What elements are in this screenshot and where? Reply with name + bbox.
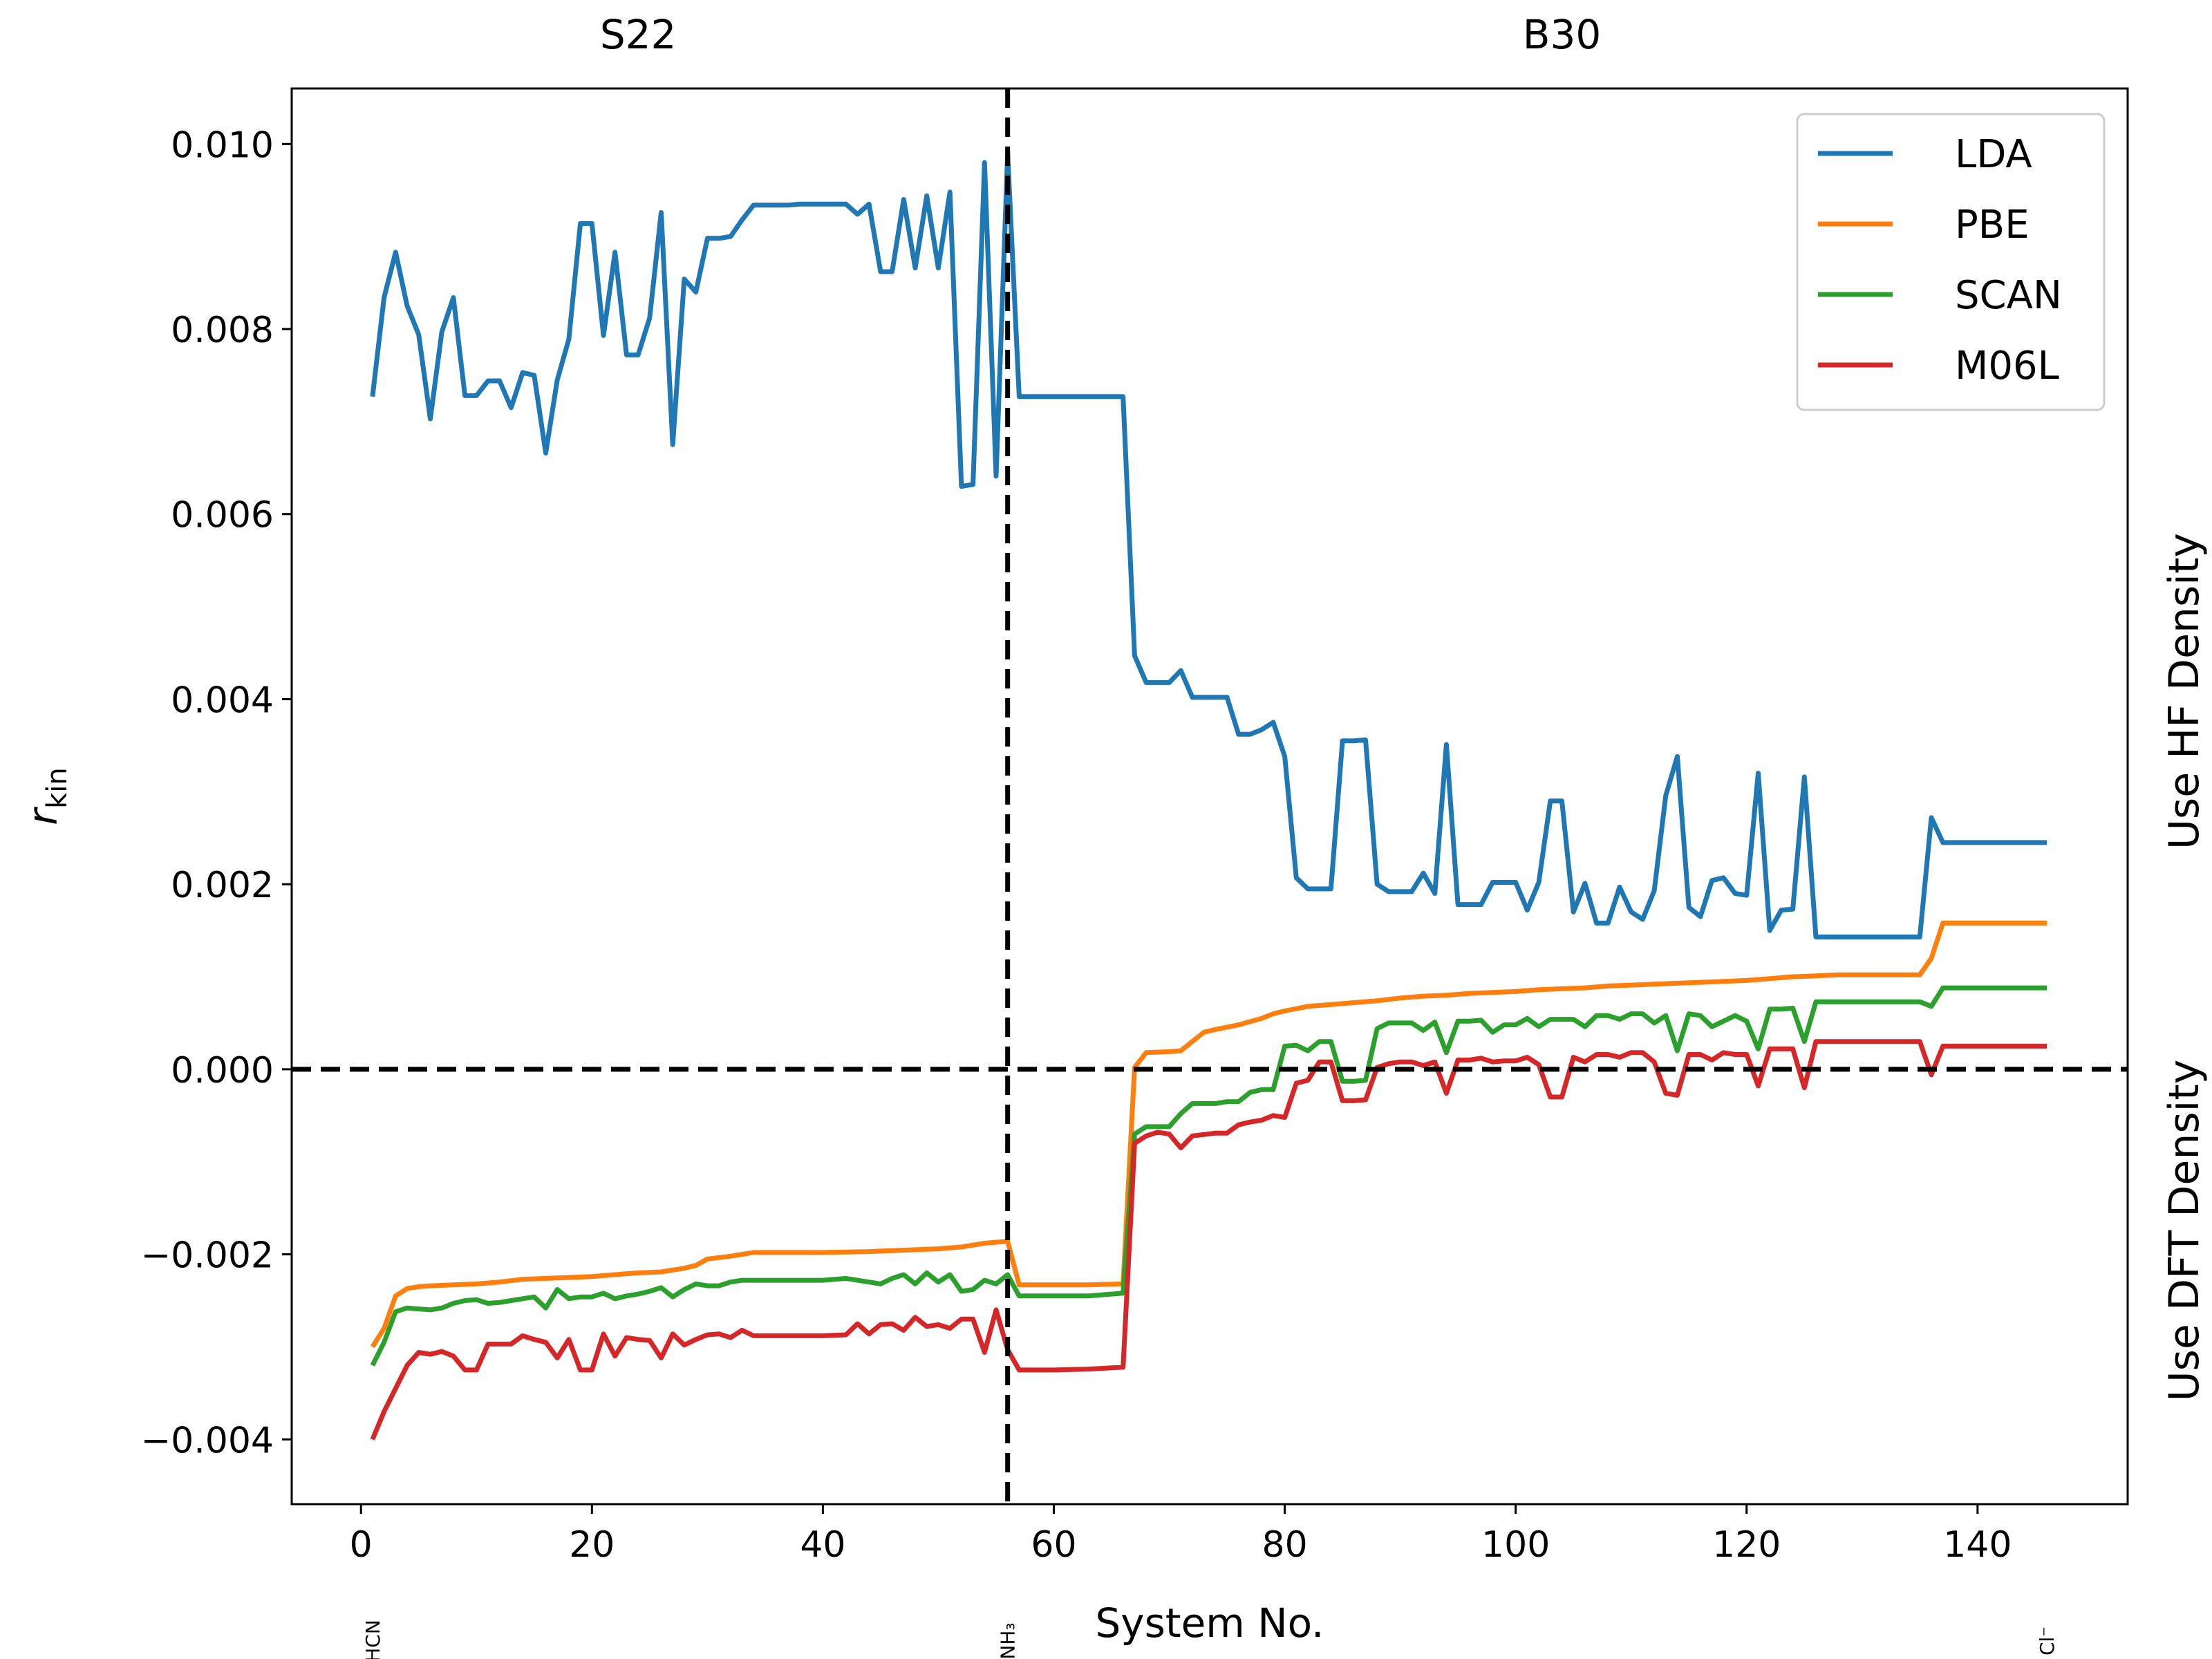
svg-text:rkin: rkin bbox=[19, 767, 73, 825]
reference-lines bbox=[292, 88, 2128, 1504]
right-label-hf-density: Use HF Density bbox=[2160, 533, 2209, 850]
system-label: NH₃ bbox=[997, 1622, 1020, 1659]
series-line-lda bbox=[370, 151, 2047, 939]
x-axis: 0 20 40 60 80 100 120 140 bbox=[350, 1504, 2012, 1566]
legend-box bbox=[1796, 113, 2106, 411]
y-tick-label: −0.002 bbox=[141, 1235, 274, 1277]
x-tick-label: 0 bbox=[350, 1524, 373, 1566]
legend: LDA PBE SCAN M06L bbox=[1796, 113, 2106, 411]
x-tick-label: 120 bbox=[1712, 1524, 1781, 1566]
x-tick-label: 60 bbox=[1031, 1524, 1076, 1566]
y-tick-label: 0.006 bbox=[171, 495, 274, 536]
y-tick-label: 0.002 bbox=[171, 865, 274, 906]
x-tick-label: 80 bbox=[1262, 1524, 1307, 1566]
y-tick-label: 0.000 bbox=[171, 1050, 274, 1091]
x-tick-label: 100 bbox=[1481, 1524, 1550, 1566]
y-axis-label-subscript: kin bbox=[41, 767, 73, 809]
system-label: HCN bbox=[362, 1620, 384, 1659]
x-axis-label: System No. bbox=[1095, 1600, 1324, 1647]
x-tick-label: 20 bbox=[569, 1524, 615, 1566]
right-label-dft-density: Use DFT Density bbox=[2160, 1060, 2209, 1402]
y-axis-label-symbol: r bbox=[19, 807, 66, 825]
x-tick-label: 140 bbox=[1943, 1524, 2012, 1566]
y-tick-label: 0.010 bbox=[171, 124, 274, 166]
x-tick-label: 40 bbox=[800, 1524, 845, 1566]
series-line-m06l bbox=[370, 1039, 2047, 1441]
plot-frame bbox=[290, 87, 2129, 1506]
legend-label-pbe: PBE bbox=[1955, 203, 2030, 247]
system-label: Cl⁻ bbox=[2036, 1627, 2059, 1656]
y-tick-label: 0.008 bbox=[171, 310, 274, 351]
y-tick-label: −0.004 bbox=[141, 1420, 274, 1461]
y-axis-label: rkin bbox=[19, 767, 73, 825]
top-label-b30: B30 bbox=[1523, 11, 1602, 58]
series-layer bbox=[370, 151, 2047, 1441]
top-label-s22: S22 bbox=[600, 11, 677, 58]
legend-label-scan: SCAN bbox=[1955, 273, 2062, 318]
system-labels: HCN NH₃ Cl⁻ bbox=[362, 1620, 2059, 1659]
legend-label-lda: LDA bbox=[1955, 132, 2032, 177]
y-tick-label: 0.004 bbox=[171, 679, 274, 721]
legend-label-m06l: M06L bbox=[1955, 344, 2059, 388]
series-line-scan bbox=[370, 985, 2047, 1367]
series-line-pbe bbox=[370, 920, 2047, 1349]
y-axis: −0.004 −0.002 0.000 0.002 0.004 0.006 0.008 0.0… bbox=[141, 124, 292, 1461]
